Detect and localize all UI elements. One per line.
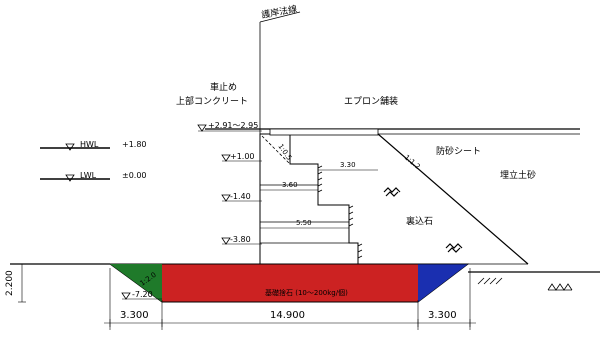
seabed-hatch-right xyxy=(477,277,573,291)
elev-marker-e2 xyxy=(221,194,262,202)
dim-w3-label: 5.50 xyxy=(296,219,312,227)
dim-w1-label: 3.30 xyxy=(340,161,356,169)
dim-center-label: 14.900 xyxy=(270,310,305,321)
hwl-symbol xyxy=(40,143,110,151)
elev-e3-label: -3.80 xyxy=(230,235,251,244)
dim-right-label: 3.300 xyxy=(428,310,457,321)
foundation-label: 基礎捨石 (10〜200kg/個) xyxy=(265,288,348,297)
hwl-value: +1.80 xyxy=(122,140,147,149)
toe-block-right xyxy=(418,264,468,302)
reclaimed-sand-label: 埋立土砂 xyxy=(500,169,536,181)
upper-concrete-block xyxy=(269,128,379,136)
car-stop-label: 車止め xyxy=(210,81,237,93)
lwl-symbol xyxy=(40,174,110,182)
elev-marker-top xyxy=(197,124,262,132)
dim-mound-height xyxy=(18,263,26,303)
elev-marker-e3 xyxy=(221,237,262,245)
dim-mound-height-label: 2.200 xyxy=(5,270,15,296)
toe-block-left xyxy=(110,264,162,302)
wall-hatch xyxy=(317,165,363,259)
lwl-value: ±0.00 xyxy=(122,171,147,180)
dim-bottom xyxy=(104,268,476,330)
shoreline-label: 護岸法線 xyxy=(260,3,298,21)
elev-bottom-label: -7.20 xyxy=(132,290,153,299)
slope-right-label: 1:1.2 xyxy=(403,153,422,171)
elev-marker-bottom xyxy=(121,292,162,300)
dim-left-label: 3.300 xyxy=(120,310,149,321)
caisson-outline xyxy=(259,133,359,264)
slope-left-label: 1:0.5 xyxy=(276,143,293,162)
dim-w2-label: 3.60 xyxy=(282,181,298,189)
sand-sheet-line xyxy=(377,133,529,265)
lwl-label: LWL xyxy=(80,171,97,180)
hwl-label: HWL xyxy=(80,140,99,149)
rubble-symbol-1 xyxy=(383,187,401,197)
sand-sheet-label: 防砂シート xyxy=(436,145,481,157)
upper-concrete-label: 上部コンクリート xyxy=(176,95,248,107)
elev-e2-label: -1.40 xyxy=(230,192,251,201)
elev-top-label: +2.91〜2.95 xyxy=(208,121,258,130)
front-slope xyxy=(261,135,291,165)
rubble-symbol-2 xyxy=(445,243,463,253)
shoreline-flag xyxy=(259,11,301,23)
elev-marker-e1 xyxy=(221,154,262,162)
backfill-stone-label: 裏込石 xyxy=(406,215,433,227)
apron-label: エプロン舗装 xyxy=(344,95,398,107)
elev-e1-label: +1.00 xyxy=(230,152,255,161)
